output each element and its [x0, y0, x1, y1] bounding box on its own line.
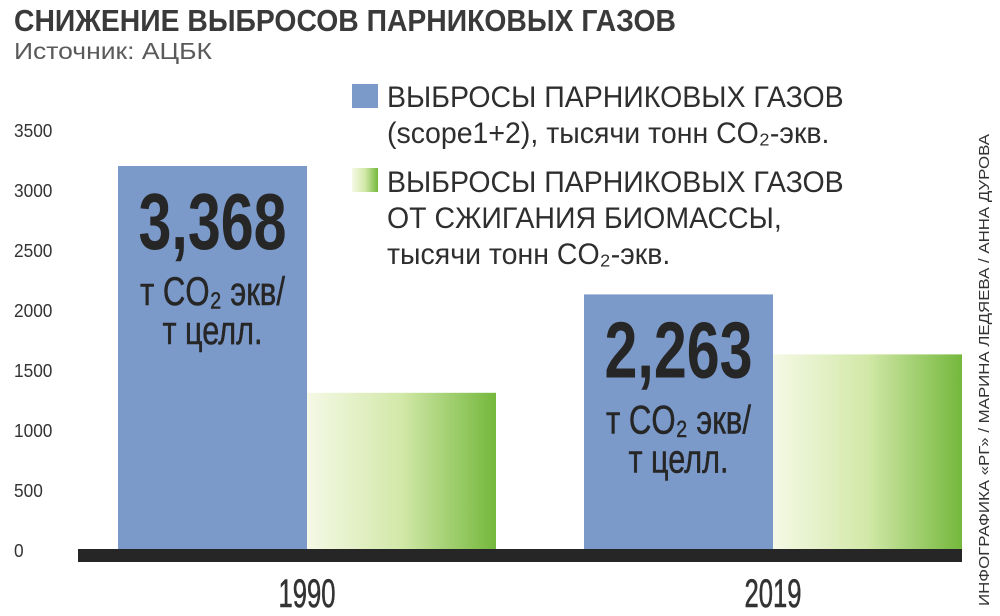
- legend-swatch-blue: [352, 84, 378, 108]
- y-tick-label: 3000: [14, 181, 52, 201]
- data-label-value: 3,368: [139, 177, 287, 266]
- bar-scope12-2019: [584, 294, 773, 550]
- chart-source: Источник: АЦБК: [14, 38, 213, 64]
- legend-swatch-green: [352, 168, 378, 192]
- bar-biomass-2019: [773, 354, 962, 550]
- x-axis-tick-labels: 1990 2019: [278, 572, 802, 616]
- bars: [118, 166, 962, 550]
- y-axis-tick-labels: 0 500 1000 1500 2000 2500 3000 3500: [14, 121, 52, 561]
- chart-title: СНИЖЕНИЕ ВЫБРОСОВ ПАРНИКОВЫХ ГАЗОВ: [14, 3, 676, 38]
- x-tick-label: 2019: [745, 572, 802, 616]
- bar-biomass-1990: [307, 392, 496, 550]
- data-label-unit-line: т целл.: [163, 309, 263, 353]
- y-tick-label: 2500: [14, 241, 52, 261]
- y-tick-label: 3500: [14, 121, 52, 141]
- x-tick-label: 1990: [279, 572, 336, 616]
- y-tick-label: 1000: [14, 421, 52, 441]
- y-tick-label: 1500: [14, 361, 52, 381]
- x-axis-baseline: [78, 549, 962, 562]
- data-label-unit-line: т CO₂ экв/: [140, 270, 286, 314]
- legend-label-biomass-emissions: ВЫБРОСЫ ПАРНИКОВЫХ ГАЗОВ ОТ СЖИГАНИЯ БИО…: [387, 166, 844, 271]
- legend-label-scope12-emissions: ВЫБРОСЫ ПАРНИКОВЫХ ГАЗОВ (scope1+2), тыс…: [387, 81, 844, 150]
- y-tick-label: 0: [14, 541, 24, 561]
- data-label-value: 2,263: [605, 305, 753, 394]
- data-label-unit-line: т CO₂ экв/: [606, 398, 752, 442]
- y-tick-label: 500: [14, 481, 43, 501]
- y-tick-label: 2000: [14, 301, 52, 321]
- bar-scope12-1990: [118, 166, 307, 550]
- data-label-unit-line: т целл.: [629, 437, 729, 481]
- credit-line: ИНФОГРАФИКА «РГ» / МАРИНА ЛЕДЯЕВА / АННА…: [976, 134, 993, 606]
